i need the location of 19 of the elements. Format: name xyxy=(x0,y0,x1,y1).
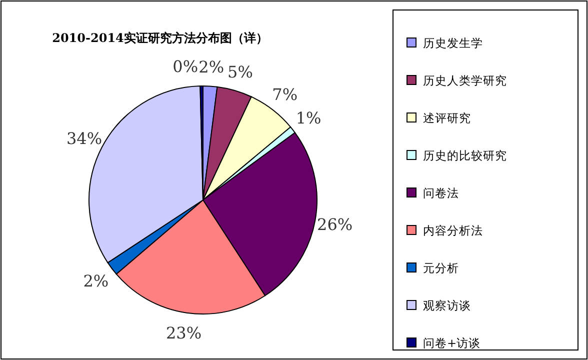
data-label: 0% xyxy=(172,57,198,76)
data-label: 26% xyxy=(317,215,353,234)
legend-label: 历史人类学研究 xyxy=(423,74,507,88)
data-label: 2% xyxy=(198,57,224,76)
text: 2010-2014实证研究方法分布图（详） xyxy=(52,31,268,45)
legend-label: 元分析 xyxy=(423,261,459,275)
legend-label: 问卷+访谈 xyxy=(423,336,481,350)
data-label: 2% xyxy=(83,272,109,291)
data-label: 34% xyxy=(66,128,102,148)
data-label: 1% xyxy=(296,108,322,128)
legend-label: 内容分析法 xyxy=(423,224,483,238)
legend-label: 观察访谈 xyxy=(423,298,471,312)
legend-label: 历史发生学 xyxy=(423,36,483,50)
data-label: 23% xyxy=(166,324,202,343)
data-label: 5% xyxy=(228,62,253,82)
data-label: 7% xyxy=(272,84,298,104)
legend-label: 历史的比较研究 xyxy=(423,148,507,162)
legend-label: 述评研究 xyxy=(423,111,471,125)
legend-label: 问卷法 xyxy=(423,186,459,200)
